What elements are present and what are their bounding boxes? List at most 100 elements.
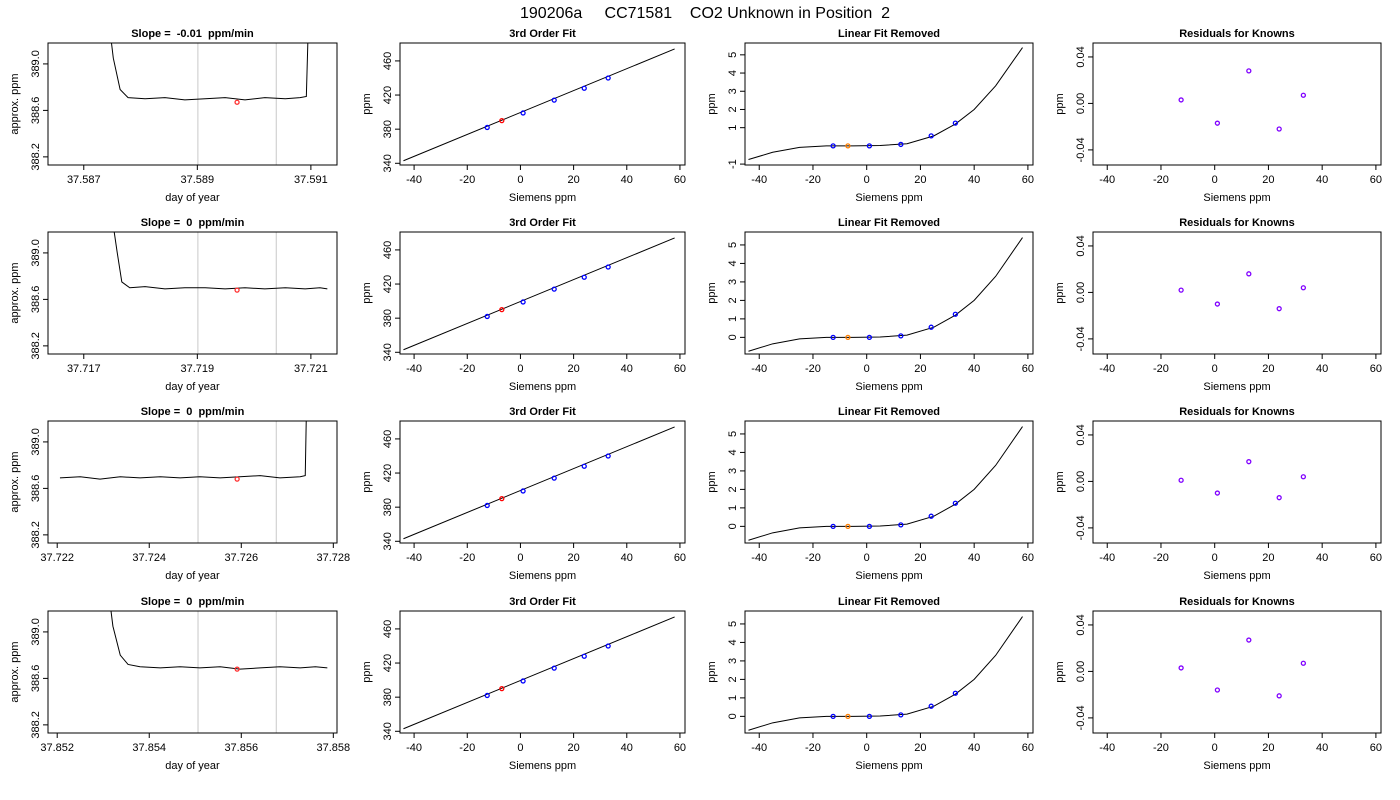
panel-title: Linear Fit Removed xyxy=(838,406,940,418)
y-tick-label: 5 xyxy=(727,242,739,248)
x-tick-label: 20 xyxy=(1262,742,1274,754)
panel: 3rd Order Fit Siemens ppm ppm -40 -20 0 20 40 60… xyxy=(361,406,686,582)
x-tick-label: 0 xyxy=(1212,552,1218,564)
y-tick-label: 389.0 xyxy=(30,239,42,267)
data-point xyxy=(866,143,873,149)
y-axis-label: ppm xyxy=(361,93,373,114)
data-point xyxy=(1246,68,1252,74)
data-point xyxy=(830,334,836,341)
x-tick-label: 60 xyxy=(674,363,686,375)
x-tick-label: -20 xyxy=(459,363,475,375)
x-tick-label: 40 xyxy=(968,363,980,375)
x-axis-label: Siemens ppm xyxy=(855,760,922,772)
data-point xyxy=(928,324,934,330)
y-tick-label: 0 xyxy=(727,334,739,340)
x-tick-label: -20 xyxy=(805,552,821,564)
x-tick-label: -20 xyxy=(459,174,475,186)
x-axis-label: Siemens ppm xyxy=(509,760,576,772)
y-tick-label: 2 xyxy=(727,676,739,682)
x-tick-label: 0 xyxy=(864,552,870,564)
y-tick-label: 388.6 xyxy=(30,286,42,314)
plot-frame xyxy=(1092,231,1382,355)
y-tick-label: 340 xyxy=(382,343,394,361)
x-tick-label: 60 xyxy=(1370,174,1382,186)
x-tick-label: 0 xyxy=(517,552,523,564)
plot-frame xyxy=(47,420,338,544)
x-tick-label: 60 xyxy=(1370,363,1382,375)
data-point xyxy=(484,502,490,509)
y-axis-label: ppm xyxy=(361,471,373,492)
x-tick-label: -40 xyxy=(751,174,767,186)
panel-title: Slope = -0.01 ppm/min xyxy=(131,28,254,40)
data-point xyxy=(1214,301,1221,307)
x-tick-label: 40 xyxy=(621,552,633,564)
panel-title: Slope = 0 ppm/min xyxy=(141,596,245,608)
x-tick-label: 0 xyxy=(517,174,523,186)
data-point xyxy=(952,500,959,506)
x-axis-label: Siemens ppm xyxy=(509,381,576,393)
panel: Linear Fit Removed Siemens ppm ppm -40 -20 0 2… xyxy=(706,28,1034,204)
plot-area xyxy=(403,237,675,351)
x-tick-label: 60 xyxy=(1370,742,1382,754)
x-tick-label: 37.728 xyxy=(316,552,350,564)
y-tick-label: 420 xyxy=(382,86,394,104)
plot-frame xyxy=(744,42,1034,166)
x-tick-label: -40 xyxy=(1099,363,1115,375)
y-tick-label: 388.2 xyxy=(30,332,42,360)
data-point xyxy=(830,523,836,530)
y-axis-label: ppm xyxy=(361,661,373,682)
x-tick-label: -20 xyxy=(805,363,821,375)
data-point xyxy=(866,334,873,341)
data-point xyxy=(952,311,959,317)
y-tick-label: 388.2 xyxy=(30,711,42,739)
data-point xyxy=(952,690,959,696)
x-tick-label: 37.589 xyxy=(180,174,214,186)
panel-title: Residuals for Knowns xyxy=(1179,28,1295,40)
panel: Residuals for Knowns Siemens ppm ppm -40 -20… xyxy=(1054,596,1382,772)
x-tick-label: 0 xyxy=(517,363,523,375)
x-tick-label: 40 xyxy=(1316,552,1328,564)
y-tick-label: 1 xyxy=(727,316,739,322)
x-tick-label: -40 xyxy=(406,742,422,754)
panel-title: Slope = 0 ppm/min xyxy=(141,217,245,229)
y-tick-label: 4 xyxy=(727,639,739,645)
x-tick-label: 0 xyxy=(1212,363,1218,375)
y-tick-label: 389.0 xyxy=(30,618,42,646)
x-tick-label: -20 xyxy=(1153,742,1169,754)
plot-area xyxy=(110,611,328,733)
panel-title: 3rd Order Fit xyxy=(509,406,576,418)
data-point xyxy=(1178,477,1184,483)
y-tick-label: 460 xyxy=(382,620,394,638)
y-tick-label: 5 xyxy=(727,431,739,437)
x-tick-label: -40 xyxy=(406,363,422,375)
data-point xyxy=(830,713,836,720)
data-point xyxy=(1276,306,1282,312)
series-line xyxy=(748,237,1023,352)
x-tick-label: 37.722 xyxy=(40,552,74,564)
series-line xyxy=(59,421,307,480)
x-tick-label: 20 xyxy=(567,552,579,564)
plot-area xyxy=(59,421,307,543)
data-point xyxy=(581,274,587,280)
x-axis-label: Siemens ppm xyxy=(855,192,922,204)
panel: 3rd Order Fit Siemens ppm ppm -40 -20 0 20 40 60… xyxy=(361,217,686,393)
figure-title: 190206a CC71581 CO2 Unknown in Position … xyxy=(520,5,890,22)
plot-area xyxy=(1178,271,1307,312)
y-tick-label: 380 xyxy=(382,120,394,138)
data-point xyxy=(484,692,490,699)
x-tick-label: 60 xyxy=(1022,742,1034,754)
y-tick-label: 3 xyxy=(727,468,739,474)
data-point xyxy=(845,523,851,530)
y-tick-label: 460 xyxy=(382,52,394,70)
y-axis-label: ppm xyxy=(706,661,718,682)
data-point xyxy=(484,124,490,131)
x-tick-label: -20 xyxy=(1153,174,1169,186)
x-tick-label: -20 xyxy=(1153,363,1169,375)
data-point xyxy=(234,99,240,105)
y-tick-label: 5 xyxy=(727,52,739,58)
y-tick-label: -0.04 xyxy=(1075,137,1087,162)
series-line xyxy=(748,616,1023,731)
y-tick-label: 1 xyxy=(727,125,739,131)
plot-frame xyxy=(399,420,686,544)
panel-title: Residuals for Knowns xyxy=(1179,217,1295,229)
